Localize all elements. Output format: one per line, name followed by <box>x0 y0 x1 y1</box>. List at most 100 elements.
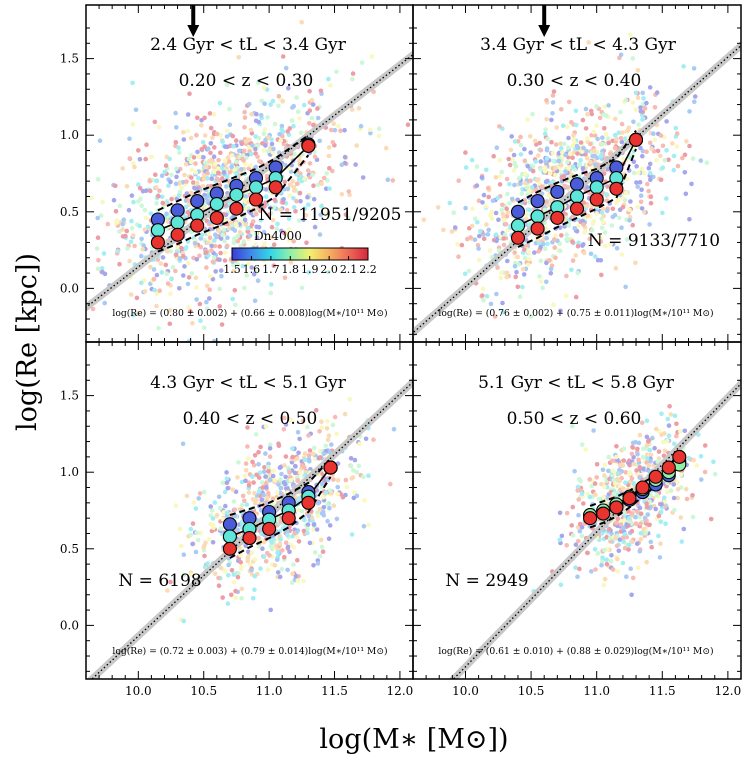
galaxy-point <box>151 276 157 282</box>
galaxy-point <box>156 193 161 199</box>
galaxy-point <box>311 521 317 527</box>
galaxy-point <box>500 309 506 315</box>
galaxy-point <box>275 570 281 575</box>
galaxy-point <box>480 286 486 292</box>
panel-frame <box>85 4 414 343</box>
galaxy-point <box>296 496 302 501</box>
galaxy-point <box>682 152 688 158</box>
galaxy-point <box>620 463 626 468</box>
y-tick-label: 0.5 <box>60 542 79 556</box>
galaxy-point <box>204 265 209 270</box>
galaxy-point <box>302 465 307 470</box>
galaxy-point <box>627 530 633 536</box>
galaxy-point <box>278 485 284 491</box>
galaxy-point <box>198 318 203 324</box>
galaxy-point <box>206 159 212 165</box>
galaxy-point <box>166 183 171 188</box>
galaxy-point <box>634 449 640 455</box>
galaxy-point <box>284 207 290 213</box>
panel-1-n-label: N = 9133/7710 <box>588 231 720 251</box>
galaxy-point <box>213 232 218 237</box>
galaxy-point <box>133 107 139 113</box>
galaxy-point <box>159 343 164 348</box>
galaxy-point <box>595 551 601 556</box>
galaxy-point <box>584 203 590 209</box>
galaxy-point <box>610 485 616 491</box>
galaxy-point <box>255 278 261 284</box>
galaxy-point <box>294 198 299 204</box>
galaxy-point <box>662 431 667 436</box>
galaxy-point <box>551 165 556 170</box>
galaxy-point <box>191 541 196 546</box>
galaxy-point <box>537 247 543 252</box>
galaxy-point <box>285 567 290 573</box>
galaxy-point <box>244 228 250 234</box>
galaxy-point <box>295 528 301 533</box>
galaxy-point <box>564 237 569 242</box>
galaxy-point <box>499 236 504 241</box>
galaxy-point <box>202 192 207 198</box>
galaxy-point <box>648 539 654 545</box>
panel-2-z-label: 0.40 < z < 0.50 <box>183 409 318 429</box>
galaxy-point <box>643 530 648 536</box>
galaxy-point <box>234 514 239 520</box>
galaxy-point <box>363 436 369 442</box>
galaxy-point <box>645 497 651 502</box>
galaxy-point <box>208 125 214 131</box>
galaxy-point <box>321 175 327 181</box>
galaxy-point <box>126 207 132 213</box>
galaxy-point <box>208 274 213 279</box>
galaxy-point <box>310 540 315 546</box>
galaxy-point <box>627 517 632 522</box>
galaxy-point <box>297 116 302 121</box>
galaxy-point <box>212 338 217 342</box>
galaxy-point <box>620 459 625 465</box>
galaxy-point <box>630 509 636 515</box>
galaxy-point <box>575 574 580 580</box>
galaxy-point <box>672 507 677 513</box>
galaxy-point <box>216 575 221 581</box>
galaxy-point <box>494 238 499 244</box>
galaxy-point <box>136 199 141 204</box>
galaxy-point <box>231 268 237 274</box>
galaxy-point <box>281 481 286 486</box>
galaxy-point <box>502 232 508 237</box>
galaxy-point <box>642 459 648 465</box>
galaxy-point <box>641 531 646 536</box>
galaxy-point <box>251 271 257 277</box>
galaxy-point <box>523 186 528 192</box>
galaxy-point <box>604 557 609 562</box>
galaxy-point <box>218 132 223 138</box>
x-tick-label: 11.0 <box>256 684 283 698</box>
galaxy-point <box>538 166 543 171</box>
galaxy-point <box>474 164 480 169</box>
galaxy-point <box>272 479 277 485</box>
galaxy-point <box>525 243 530 249</box>
galaxy-point <box>157 288 162 294</box>
galaxy-point <box>607 535 613 541</box>
galaxy-point <box>265 115 270 120</box>
galaxy-point <box>274 226 280 231</box>
galaxy-point <box>605 136 611 141</box>
galaxy-point <box>177 191 182 197</box>
galaxy-point <box>610 206 616 212</box>
galaxy-point <box>211 131 217 137</box>
galaxy-point <box>548 266 554 272</box>
galaxy-point <box>267 474 273 480</box>
galaxy-point <box>629 511 634 516</box>
galaxy-point <box>191 180 196 185</box>
galaxy-point <box>584 202 589 207</box>
galaxy-point <box>181 572 186 578</box>
galaxy-point <box>202 160 208 165</box>
galaxy-point <box>646 439 651 444</box>
galaxy-point <box>232 228 238 233</box>
galaxy-point <box>301 455 307 461</box>
galaxy-point <box>544 198 550 204</box>
galaxy-point <box>335 484 341 490</box>
galaxy-point <box>508 147 514 153</box>
galaxy-point <box>620 525 626 531</box>
galaxy-point <box>247 472 253 477</box>
galaxy-point <box>173 143 178 149</box>
galaxy-point <box>544 199 549 205</box>
galaxy-point <box>182 264 187 269</box>
